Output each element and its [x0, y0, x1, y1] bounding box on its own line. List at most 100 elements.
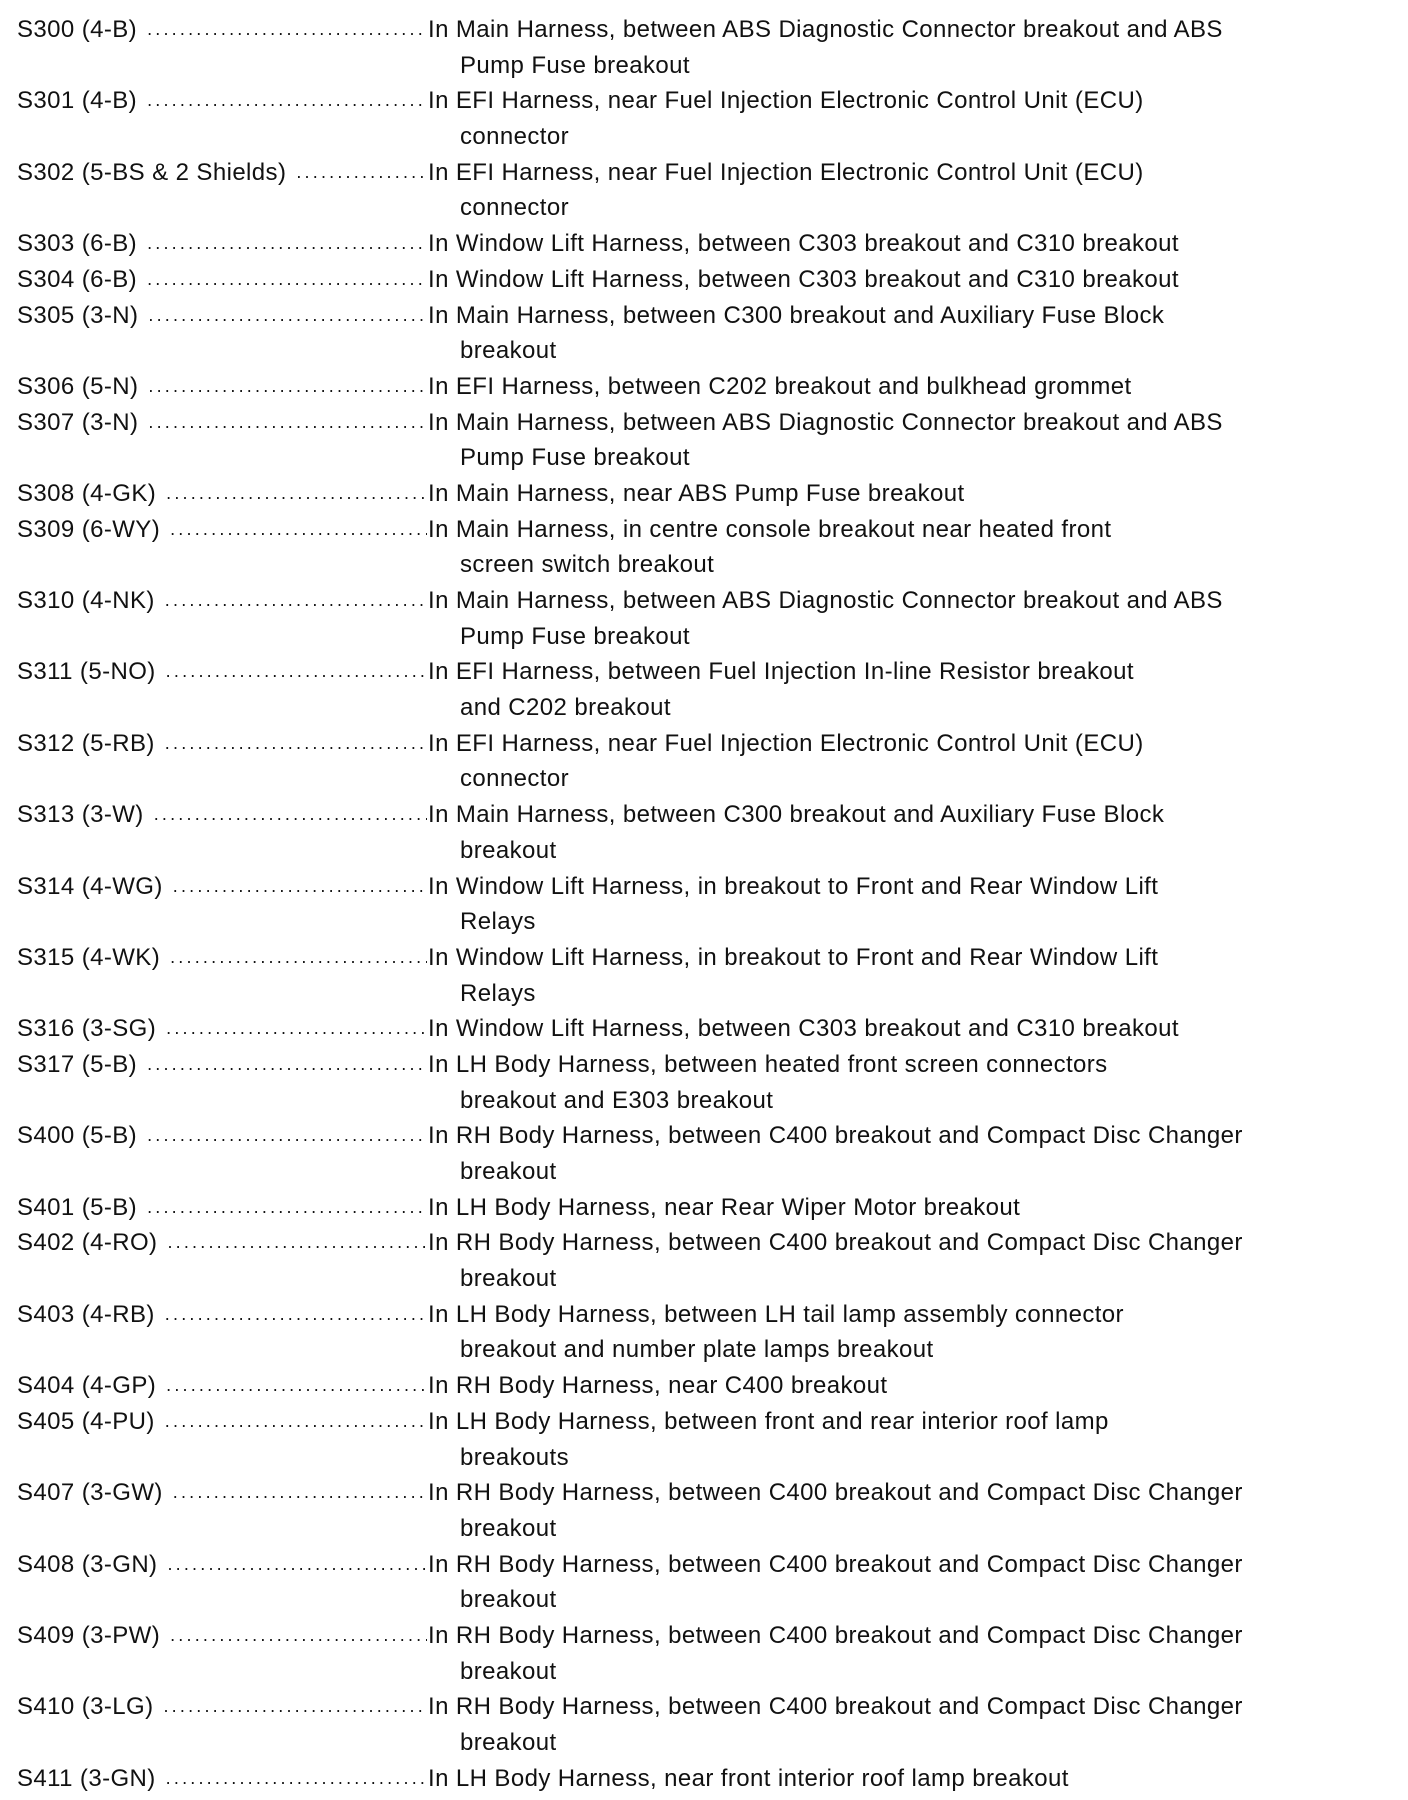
list-item: S303 (6-B)..............................…: [17, 226, 1397, 262]
list-item: S403 (4-RB).............................…: [17, 1296, 1397, 1368]
entry-line: S306 (5-N)..............................…: [17, 368, 1397, 405]
splice-label: S401 (5-B)..............................…: [17, 1189, 427, 1226]
entry-line: S300 (4-B)..............................…: [17, 12, 1397, 48]
list-item: S404 (4-GP).............................…: [17, 1368, 1397, 1404]
splice-location-description: In Window Lift Harness, between C303 bre…: [428, 265, 1179, 293]
list-item: S304 (6-B)..............................…: [17, 261, 1397, 298]
entry-continuation-line: breakout: [17, 1654, 1397, 1690]
list-item: S308 (4-GK).............................…: [17, 475, 1397, 512]
splice-location-description: breakouts: [460, 1443, 569, 1471]
splice-label: S308 (4-GK).............................…: [17, 475, 427, 512]
splice-location-description: In LH Body Harness, near Rear Wiper Moto…: [428, 1193, 1021, 1221]
splice-location-description: Relays: [460, 979, 536, 1007]
dot-leader: ........................................…: [147, 233, 427, 254]
entry-continuation-line: breakout: [17, 1154, 1397, 1190]
splice-location-description: In EFI Harness, between C202 breakout an…: [428, 372, 1132, 400]
splice-location-description: breakout and E303 breakout: [460, 1086, 774, 1114]
dot-leader: ........................................…: [164, 732, 427, 753]
splice-label: S311 (5-NO).............................…: [17, 654, 427, 691]
splice-label: S407 (3-GW).............................…: [17, 1475, 427, 1511]
splice-code: S410 (3-LG): [17, 1689, 164, 1726]
splice-label: S304 (6-B)..............................…: [17, 261, 427, 298]
list-item: S313 (3-W)..............................…: [17, 797, 1397, 868]
list-item: S300 (4-B)..............................…: [17, 12, 1397, 83]
entry-line: S302 (5-BS & 2 Shields).................…: [17, 154, 1397, 191]
splice-location-description: In RH Body Harness, between C400 breakou…: [428, 1122, 1243, 1150]
entry-line: S316 (3-SG).............................…: [17, 1011, 1397, 1047]
splice-location-description: breakout: [460, 836, 557, 864]
list-item: S410 (3-LG).............................…: [17, 1689, 1397, 1760]
splice-label: S306 (5-N)..............................…: [17, 368, 427, 405]
list-item: S311 (5-NO).............................…: [17, 654, 1397, 725]
splice-label: S408 (3-GN).............................…: [17, 1546, 427, 1583]
dot-leader: ........................................…: [172, 1482, 427, 1503]
dot-leader: ........................................…: [147, 268, 427, 289]
dot-leader: ........................................…: [147, 19, 427, 39]
splice-location-list: S300 (4-B)..............................…: [17, 12, 1397, 1797]
splice-location-description: Pump Fuse breakout: [460, 51, 690, 79]
entry-continuation-line: connector: [17, 190, 1397, 226]
splice-code: S310 (4-NK): [17, 583, 165, 619]
dot-leader: ........................................…: [166, 1018, 427, 1039]
entry-line: S408 (3-GN).............................…: [17, 1546, 1397, 1583]
entry-continuation-line: breakout: [17, 1582, 1397, 1618]
dot-leader: ........................................…: [167, 1232, 427, 1253]
dot-leader: ........................................…: [164, 590, 427, 610]
splice-code: S314 (4-WG): [17, 868, 173, 905]
splice-location-description: Pump Fuse breakout: [460, 444, 690, 472]
splice-code: S404 (4-GP): [17, 1368, 167, 1404]
splice-code: S309 (6-WY): [17, 511, 171, 548]
list-item: S309 (6-WY).............................…: [17, 511, 1397, 583]
splice-location-description: In EFI Harness, near Fuel Injection Elec…: [428, 87, 1144, 115]
splice-location-description: In EFI Harness, between Fuel Injection I…: [428, 658, 1134, 686]
splice-label: S400 (5-B)..............................…: [17, 1118, 427, 1155]
splice-label: S402 (4-RO).............................…: [17, 1225, 427, 1262]
dot-leader: ........................................…: [153, 804, 427, 825]
splice-location-description: In Main Harness, in centre console break…: [428, 515, 1112, 543]
splice-location-description: In EFI Harness, near Fuel Injection Elec…: [428, 729, 1144, 757]
entry-line: S310 (4-NK).............................…: [17, 583, 1397, 619]
splice-code: S303 (6-B): [17, 226, 148, 262]
splice-label: S313 (3-W)..............................…: [17, 797, 427, 833]
splice-label: S312 (5-RB).............................…: [17, 725, 427, 762]
splice-code: S402 (4-RO): [17, 1225, 168, 1262]
splice-code: S405 (4-PU): [17, 1403, 165, 1440]
splice-code: S400 (5-B): [17, 1118, 148, 1155]
entry-continuation-line: breakout: [17, 333, 1397, 369]
entry-line: S301 (4-B)..............................…: [17, 83, 1397, 120]
entry-line: S317 (5-B)..............................…: [17, 1046, 1397, 1083]
entry-line: S313 (3-W)..............................…: [17, 797, 1397, 833]
splice-location-description: In Main Harness, between C300 breakout a…: [428, 301, 1165, 329]
dot-leader: ........................................…: [170, 518, 427, 539]
splice-location-description: Relays: [460, 908, 536, 936]
splice-label: S315 (4-WK).............................…: [17, 939, 427, 976]
dot-leader: ........................................…: [165, 661, 427, 682]
list-item: S314 (4-WG).............................…: [17, 868, 1397, 940]
list-item: S301 (4-B)..............................…: [17, 83, 1397, 154]
splice-code: S315 (4-WK): [17, 939, 171, 976]
dot-leader: ........................................…: [147, 1125, 427, 1146]
splice-label: S303 (6-B)..............................…: [17, 226, 427, 262]
list-item: S305 (3-N)..............................…: [17, 297, 1397, 369]
entry-line: S404 (4-GP).............................…: [17, 1368, 1397, 1404]
splice-label: S309 (6-WY).............................…: [17, 511, 427, 548]
splice-location-description: In Main Harness, between C300 breakout a…: [428, 801, 1165, 829]
splice-location-description: connector: [460, 194, 569, 222]
splice-label: S301 (4-B)..............................…: [17, 83, 427, 120]
dot-leader: ........................................…: [148, 304, 427, 325]
dot-leader: ........................................…: [147, 1196, 427, 1217]
splice-label: S411 (3-GN).............................…: [17, 1760, 427, 1797]
splice-location-description: breakout: [460, 1158, 557, 1185]
splice-location-description: In RH Body Harness, between C400 breakou…: [428, 1229, 1243, 1257]
splice-location-description: and C202 breakout: [460, 694, 671, 722]
entry-line: S314 (4-WG).............................…: [17, 868, 1397, 905]
list-item: S310 (4-NK).............................…: [17, 583, 1397, 654]
entry-line: S312 (5-RB).............................…: [17, 725, 1397, 762]
splice-code: S304 (6-B): [17, 261, 148, 298]
dot-leader: ........................................…: [147, 90, 427, 111]
entry-continuation-line: Pump Fuse breakout: [17, 440, 1397, 476]
splice-location-description: In RH Body Harness, near C400 breakout: [428, 1372, 888, 1400]
splice-location-description: breakout and number plate lamps breakout: [460, 1336, 934, 1364]
splice-code: S308 (4-GK): [17, 475, 167, 512]
entry-continuation-line: Pump Fuse breakout: [17, 48, 1397, 84]
